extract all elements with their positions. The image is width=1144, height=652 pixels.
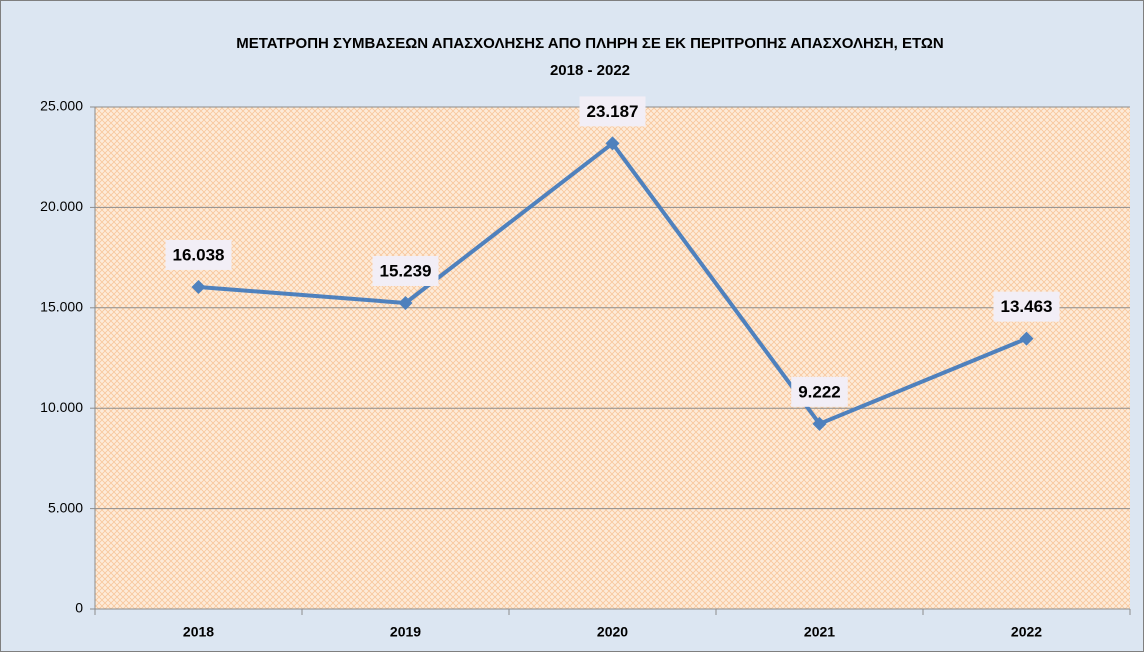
data-label: 13.463: [1001, 297, 1053, 316]
marker: [1019, 331, 1034, 346]
y-tick-label: 0: [75, 600, 83, 616]
y-tick-label: 15.000: [40, 299, 83, 315]
data-label: 9.222: [798, 382, 841, 401]
y-tick-label: 20.000: [40, 198, 83, 214]
data-label-box: [165, 239, 232, 270]
data-label-box: [791, 376, 848, 407]
chart-title: ΜΕΤΑΤΡΟΠΗ ΣΥΜΒΑΣΕΩΝ ΑΠΑΣΧΟΛΗΣΗΣ ΑΠΟ ΠΛΗΡ…: [236, 35, 944, 52]
x-tick-label: 2019: [390, 624, 421, 640]
x-tick-label: 2020: [597, 624, 628, 640]
data-label-box: [579, 96, 646, 127]
marker: [191, 279, 206, 294]
data-label: 16.038: [173, 245, 225, 264]
x-tick-label: 2018: [183, 624, 214, 640]
marker: [398, 296, 413, 311]
chart-title: 2018 - 2022: [550, 62, 630, 79]
marker: [605, 136, 620, 151]
marker: [812, 416, 827, 431]
y-tick-label: 25.000: [40, 98, 83, 114]
x-tick-label: 2021: [804, 624, 835, 640]
plot-area: [95, 107, 1130, 609]
y-tick-label: 5.000: [48, 499, 83, 515]
data-label-box: [372, 256, 439, 287]
y-tick-label: 10.000: [40, 399, 83, 415]
x-tick-label: 2022: [1011, 624, 1042, 640]
data-label-box: [993, 291, 1060, 322]
data-label: 15.239: [380, 261, 432, 280]
data-label: 23.187: [587, 102, 639, 121]
